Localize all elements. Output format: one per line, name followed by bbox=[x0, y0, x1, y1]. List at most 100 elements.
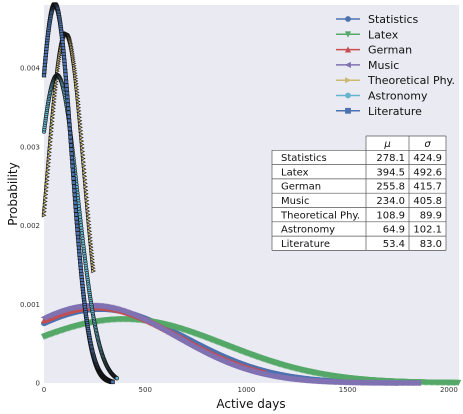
data-point bbox=[45, 167, 51, 173]
series-literature bbox=[41, 2, 115, 385]
data-point bbox=[42, 69, 47, 74]
y-tick-label: 0.002 bbox=[20, 222, 40, 230]
data-point bbox=[69, 155, 75, 160]
x-axis-label: Active days bbox=[216, 397, 285, 411]
data-point bbox=[81, 163, 87, 168]
x-tick-label: 0 bbox=[42, 386, 46, 394]
table-column-header: σ bbox=[424, 139, 431, 150]
data-point bbox=[80, 152, 86, 158]
table-cell-mu: 64.9 bbox=[383, 225, 405, 236]
data-point bbox=[85, 205, 90, 210]
x-tick-label: 1500 bbox=[339, 386, 357, 394]
data-point bbox=[48, 132, 54, 138]
data-point bbox=[49, 129, 54, 134]
data-point bbox=[84, 195, 89, 200]
data-point bbox=[65, 102, 71, 107]
table-header bbox=[366, 136, 446, 151]
data-point bbox=[69, 151, 74, 156]
data-point bbox=[74, 223, 80, 229]
x-tick-label: 500 bbox=[139, 386, 152, 394]
data-point bbox=[66, 114, 71, 119]
data-point bbox=[76, 242, 81, 247]
data-point bbox=[73, 200, 78, 205]
table-row-label: Literature bbox=[281, 239, 330, 250]
data-point bbox=[50, 115, 55, 121]
table-cell-mu: 234.0 bbox=[376, 196, 405, 207]
data-point bbox=[51, 109, 56, 114]
table-cell-mu: 255.8 bbox=[376, 182, 405, 193]
data-point bbox=[53, 84, 59, 90]
data-point bbox=[114, 376, 119, 381]
data-point bbox=[86, 218, 92, 224]
table-cell-sigma: 424.9 bbox=[413, 153, 442, 164]
data-point bbox=[47, 149, 52, 155]
x-tick-label: 1000 bbox=[238, 386, 256, 394]
data-point bbox=[41, 73, 47, 78]
stats-table: μ σ Statistics 278.1 424.9 Latex 394.5 492.6 Ger… bbox=[271, 135, 447, 251]
data-point bbox=[87, 232, 93, 237]
data-point bbox=[77, 111, 82, 117]
data-point bbox=[42, 209, 47, 215]
legend: Statistics Latex German Music Theoretical Ph… bbox=[336, 13, 455, 118]
data-point bbox=[74, 87, 80, 92]
data-point bbox=[86, 222, 92, 227]
y-tick-label: 0.003 bbox=[20, 143, 40, 151]
data-point bbox=[90, 257, 95, 262]
data-point bbox=[85, 201, 90, 207]
series-theoretical-phy bbox=[41, 31, 96, 274]
legend-item: Theoretical Phy. bbox=[336, 74, 455, 87]
data-point bbox=[45, 174, 50, 180]
data-point bbox=[73, 204, 78, 209]
data-point bbox=[46, 164, 51, 169]
data-point bbox=[50, 112, 56, 118]
data-point bbox=[42, 206, 48, 211]
data-point bbox=[68, 143, 74, 148]
table-cell-sigma: 492.6 bbox=[413, 167, 442, 178]
data-point bbox=[64, 83, 69, 88]
legend-item: Latex bbox=[336, 28, 399, 41]
data-point bbox=[91, 268, 96, 274]
data-point bbox=[84, 191, 89, 197]
legend-label: German bbox=[368, 44, 412, 57]
data-point bbox=[77, 252, 82, 257]
table-column-header: μ bbox=[383, 139, 390, 150]
data-point bbox=[41, 212, 47, 218]
data-point bbox=[71, 180, 76, 185]
legend-marker bbox=[345, 77, 352, 84]
data-point bbox=[53, 87, 58, 93]
table-cell-sigma: 83.0 bbox=[420, 239, 442, 250]
data-point bbox=[75, 231, 80, 236]
data-point bbox=[71, 184, 77, 189]
data-point bbox=[75, 234, 81, 240]
data-point bbox=[44, 185, 49, 190]
data-point bbox=[68, 130, 73, 136]
table-row-label: Statistics bbox=[281, 153, 327, 164]
data-point bbox=[47, 146, 53, 152]
data-point bbox=[87, 228, 93, 234]
data-point bbox=[72, 196, 78, 201]
data-point bbox=[79, 138, 85, 144]
data-point bbox=[79, 135, 84, 140]
data-point bbox=[65, 98, 70, 103]
data-point bbox=[74, 220, 79, 225]
x-tick-label: 2000 bbox=[440, 386, 458, 394]
legend-label: Music bbox=[368, 59, 399, 72]
data-point bbox=[67, 118, 72, 123]
y-ticks: 0 0.001 0.002 0.003 0.004 bbox=[20, 65, 41, 388]
data-point bbox=[77, 118, 83, 123]
data-point bbox=[77, 115, 82, 120]
data-point bbox=[72, 188, 77, 193]
legend-marker bbox=[344, 61, 351, 68]
data-point bbox=[78, 128, 84, 134]
data-point bbox=[68, 135, 73, 140]
data-point bbox=[74, 81, 79, 87]
data-point bbox=[67, 122, 72, 127]
y-tick-label: 0.004 bbox=[20, 65, 41, 73]
data-point bbox=[50, 119, 55, 124]
data-point bbox=[76, 108, 82, 114]
data-point bbox=[49, 125, 55, 131]
data-point bbox=[75, 96, 81, 101]
data-point bbox=[44, 188, 49, 194]
table-cell-mu: 394.5 bbox=[376, 167, 405, 178]
